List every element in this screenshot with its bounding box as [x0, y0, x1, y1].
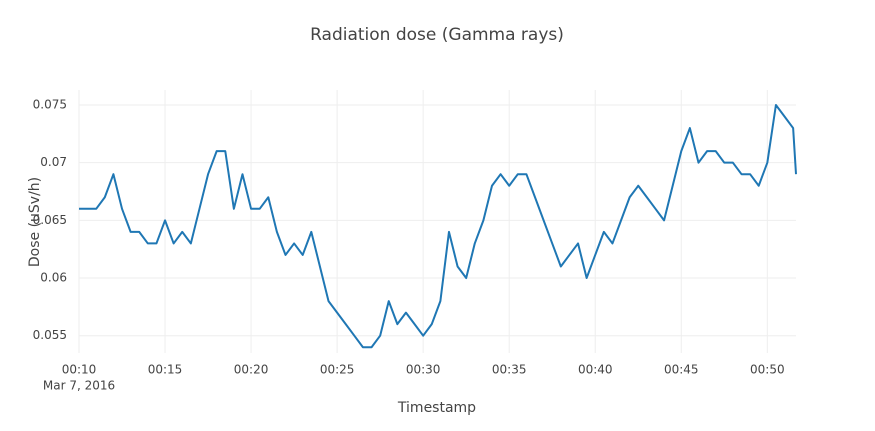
x-tick-label: 00:10 — [62, 363, 97, 377]
chart-title: Radiation dose (Gamma rays) — [310, 25, 564, 45]
y-tick-label: 0.055 — [33, 328, 67, 342]
x-tick-label: 00:25 — [320, 363, 355, 377]
y-axis-label: Dose (uSv/h) — [27, 177, 43, 267]
y-tick-label: 0.065 — [33, 213, 67, 227]
x-axis-label: Timestamp — [397, 400, 476, 416]
x-tick-label: 00:20 — [234, 363, 269, 377]
x-tick-label: 00:15 — [148, 363, 183, 377]
data-line — [79, 104, 797, 349]
y-tick-label: 0.075 — [33, 97, 67, 111]
x-tick-label: 00:40 — [578, 363, 613, 377]
y-tick-label: 0.07 — [40, 155, 67, 169]
x-tick-label: 00:30 — [406, 363, 441, 377]
x-tick-label: 00:35 — [492, 363, 527, 377]
x-tick-label: 00:50 — [750, 363, 785, 377]
x-date-label: Mar 7, 2016 — [43, 379, 115, 393]
y-tick-label: 0.06 — [40, 271, 67, 285]
x-tick-label: 00:45 — [664, 363, 699, 377]
